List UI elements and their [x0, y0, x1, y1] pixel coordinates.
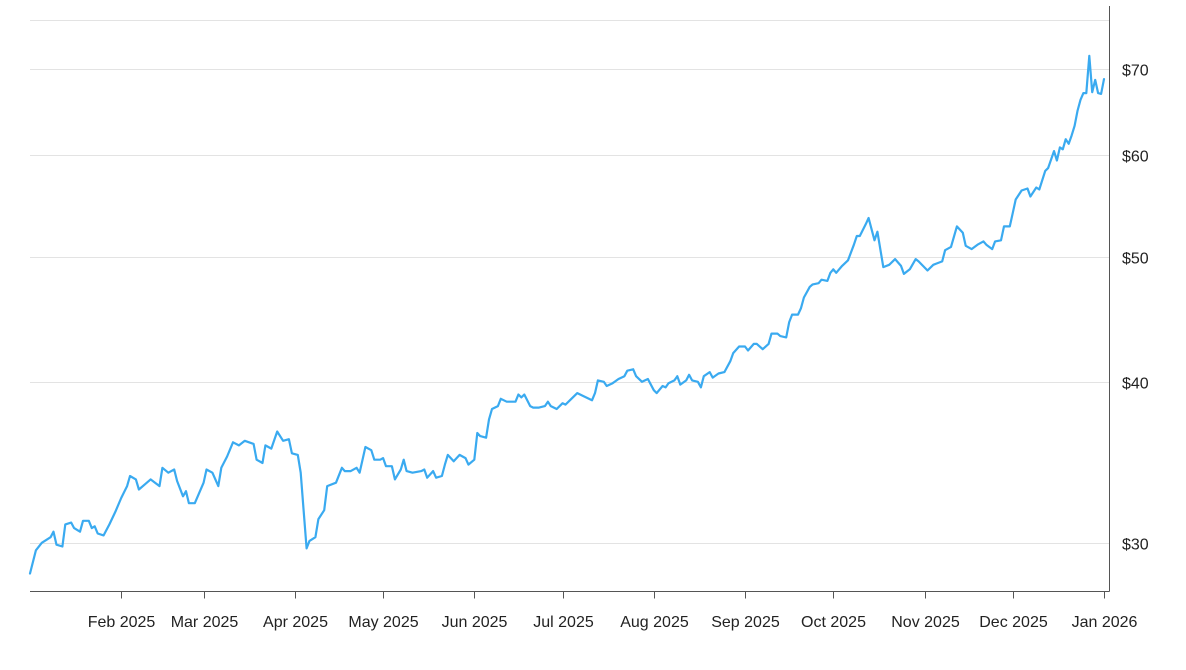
- x-tick-label: Feb 2025: [88, 614, 156, 631]
- x-tick-label: Aug 2025: [620, 614, 689, 631]
- x-tick-label: Jul 2025: [533, 614, 594, 631]
- axes: [30, 6, 1110, 592]
- y-axis-tick-labels: $30 $40 $50 $60 $70: [1122, 63, 1149, 554]
- x-tick-label: Nov 2025: [891, 614, 960, 631]
- x-tick-label: May 2025: [348, 614, 418, 631]
- gridlines: [30, 20, 1109, 544]
- y-tick-label: $60: [1122, 149, 1149, 166]
- y-tick-label: $40: [1122, 376, 1149, 393]
- y-tick-label: $30: [1122, 537, 1149, 554]
- x-tick-label: Sep 2025: [711, 614, 780, 631]
- x-tick-label: Apr 2025: [263, 614, 328, 631]
- x-tick-label: Jan 2026: [1072, 614, 1138, 631]
- x-tick-label: Jun 2025: [442, 614, 508, 631]
- x-tick-label: Oct 2025: [801, 614, 866, 631]
- y-tick-label: $50: [1122, 251, 1149, 268]
- series-layer: [28, 54, 1106, 575]
- x-tick-label: Dec 2025: [979, 614, 1048, 631]
- series-line-0: [28, 54, 1106, 575]
- x-tick-label: Mar 2025: [171, 614, 239, 631]
- y-tick-label: $70: [1122, 63, 1149, 80]
- x-axis-tick-labels: Feb 2025 Mar 2025 Apr 2025 May 2025 Jun 2025…: [88, 591, 1138, 631]
